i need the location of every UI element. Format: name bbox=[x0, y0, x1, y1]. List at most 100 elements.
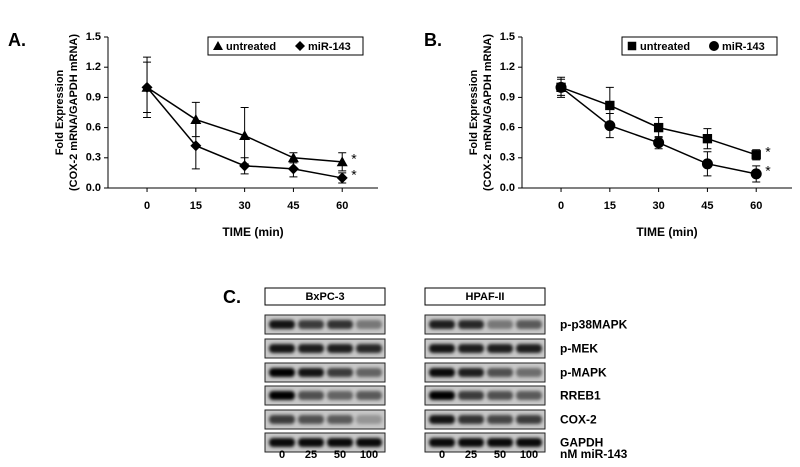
y-tick-label: 0.0 bbox=[86, 182, 101, 194]
y-tick-label: 0.6 bbox=[86, 122, 101, 134]
blot-band bbox=[429, 320, 455, 329]
cell-line-label: HPAF-II bbox=[466, 291, 505, 303]
blot-band bbox=[487, 344, 513, 353]
blot-band bbox=[516, 438, 542, 447]
dose-label: 100 bbox=[360, 449, 378, 461]
dose-label: 50 bbox=[494, 449, 506, 461]
y-tick-label: 1.5 bbox=[86, 31, 101, 43]
blot-band bbox=[458, 438, 484, 447]
y-axis-label: Fold Expression bbox=[54, 69, 66, 155]
legend-label: miR-143 bbox=[308, 41, 351, 53]
x-tick-label: 15 bbox=[604, 200, 616, 212]
y-tick-label: 0.9 bbox=[500, 91, 515, 103]
blot-band bbox=[458, 368, 484, 377]
x-tick-label: 45 bbox=[287, 200, 299, 212]
panel-label: B. bbox=[424, 30, 442, 50]
blot-band bbox=[298, 391, 324, 400]
dose-unit: nM miR-143 bbox=[560, 447, 628, 461]
blot-band bbox=[298, 415, 324, 424]
y-tick-label: 0.3 bbox=[86, 152, 101, 164]
marker bbox=[702, 133, 713, 144]
blot-band bbox=[516, 344, 542, 353]
legend-marker bbox=[627, 41, 637, 51]
legend-box bbox=[207, 36, 364, 56]
blot-band bbox=[429, 368, 455, 377]
blot-strip bbox=[424, 385, 546, 406]
y-tick-label: 0.3 bbox=[500, 152, 515, 164]
blot-band bbox=[458, 320, 484, 329]
blot-band bbox=[298, 320, 324, 329]
panel-label: A. bbox=[8, 30, 26, 50]
blot-band bbox=[327, 368, 353, 377]
blot-strip bbox=[424, 362, 546, 383]
y-tick-label: 1.2 bbox=[86, 61, 101, 73]
marker bbox=[141, 81, 153, 93]
blot-band bbox=[516, 391, 542, 400]
blot-band bbox=[327, 320, 353, 329]
blot-band bbox=[516, 415, 542, 424]
blot-band bbox=[458, 415, 484, 424]
legend-label: miR-143 bbox=[722, 41, 765, 53]
marker bbox=[336, 156, 348, 167]
y-axis-label: (COX-2 mRNA/GAPDH mRNA) bbox=[68, 34, 80, 191]
marker bbox=[336, 172, 348, 184]
protein-label: RREB1 bbox=[560, 389, 601, 403]
blot-band bbox=[487, 438, 513, 447]
blot-band bbox=[487, 368, 513, 377]
blot-band bbox=[356, 368, 382, 377]
x-tick-label: 0 bbox=[558, 200, 564, 212]
blot-band bbox=[356, 391, 382, 400]
cell-line-box bbox=[424, 287, 546, 306]
blot-band bbox=[356, 438, 382, 447]
annotation: * bbox=[765, 143, 771, 159]
blot-band bbox=[487, 415, 513, 424]
annotation: * bbox=[765, 163, 771, 179]
blot-strip bbox=[264, 432, 386, 453]
blot-band bbox=[327, 391, 353, 400]
dose-label: 0 bbox=[279, 449, 285, 461]
marker bbox=[751, 150, 761, 160]
marker bbox=[605, 100, 615, 111]
dose-label: 100 bbox=[520, 449, 538, 461]
blot-band bbox=[516, 368, 542, 377]
blot-strip bbox=[424, 432, 546, 453]
marker bbox=[653, 137, 665, 149]
y-tick-label: 0.9 bbox=[86, 91, 101, 103]
marker bbox=[190, 114, 202, 124]
marker bbox=[701, 158, 713, 170]
protein-label: COX-2 bbox=[560, 413, 597, 427]
dose-label: 50 bbox=[334, 449, 346, 461]
blot-band bbox=[269, 391, 295, 400]
blot-band bbox=[298, 438, 324, 447]
blot-band bbox=[429, 344, 455, 353]
blot-band bbox=[327, 415, 353, 424]
legend-label: untreated bbox=[226, 41, 276, 53]
legend-marker bbox=[213, 41, 223, 50]
blot-band bbox=[327, 438, 353, 447]
blot-band bbox=[356, 415, 382, 424]
protein-label: GAPDH bbox=[560, 436, 603, 450]
blot-band bbox=[458, 344, 484, 353]
y-tick-label: 1.5 bbox=[500, 31, 515, 43]
x-tick-label: 30 bbox=[653, 200, 665, 212]
dose-label: 25 bbox=[465, 449, 477, 461]
legend-marker bbox=[295, 41, 305, 51]
cell-line-label: BxPC-3 bbox=[305, 291, 344, 303]
y-tick-label: 0.6 bbox=[500, 122, 515, 134]
legend-box bbox=[621, 36, 778, 56]
x-tick-label: 15 bbox=[190, 200, 202, 212]
marker bbox=[239, 130, 251, 141]
x-tick-label: 60 bbox=[750, 200, 762, 212]
blot-band bbox=[269, 320, 295, 329]
marker bbox=[750, 168, 762, 180]
panel-label: C. bbox=[223, 287, 241, 307]
y-tick-label: 1.2 bbox=[500, 61, 515, 73]
blot-band bbox=[269, 438, 295, 447]
dose-label: 25 bbox=[305, 449, 317, 461]
blot-strip bbox=[264, 362, 386, 383]
marker bbox=[287, 152, 299, 163]
y-tick-label: 0.0 bbox=[500, 182, 515, 194]
blot-strip bbox=[424, 409, 546, 430]
blot-strip bbox=[264, 338, 386, 359]
